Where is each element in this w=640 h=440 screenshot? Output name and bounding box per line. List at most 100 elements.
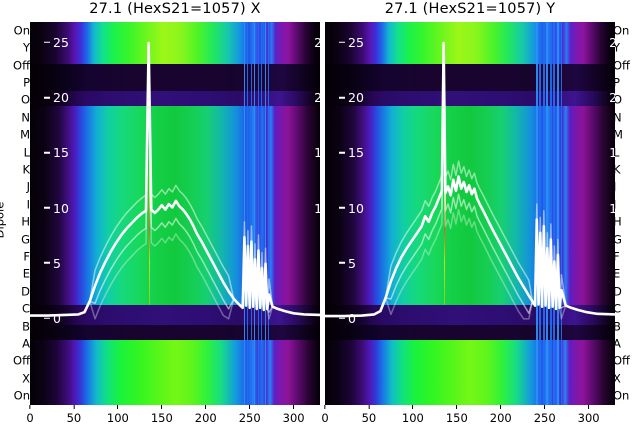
heatmap-streak-6 <box>557 22 559 405</box>
heatmap-streak-3 <box>546 22 548 405</box>
category-tick-left-14: E <box>22 266 30 281</box>
x-tick-label: 300 <box>282 411 305 425</box>
x-tick-label: 200 <box>194 411 217 425</box>
category-tick-left-16: C <box>21 301 30 316</box>
heatmap-streak-2 <box>250 22 253 405</box>
category-tick-right-16: C <box>613 301 622 316</box>
marker-line <box>443 106 446 306</box>
category-tick-right-19: Off <box>613 353 630 368</box>
x-tick-label: 250 <box>533 411 556 425</box>
heatmap-band-lower-bright <box>30 339 320 405</box>
x-tick-left-300: 300 <box>283 405 305 425</box>
category-tick-left-8: K <box>22 162 30 177</box>
x-tick-mark <box>117 405 119 409</box>
x-tick-left-150: 150 <box>151 405 173 425</box>
x-tick-mark <box>205 405 207 409</box>
x-axis-right: 0 50 100 150 200 250 300 <box>321 405 615 440</box>
x-tick-label: 0 <box>26 411 34 425</box>
x-tick-label: 300 <box>577 411 600 425</box>
heatmap-streak-4 <box>257 22 260 405</box>
x-tick-mark <box>293 405 295 409</box>
heatmap-streak-0 <box>243 22 246 405</box>
category-tick-right-6: M <box>613 127 623 142</box>
heatmap-band-upper-gap <box>325 64 615 91</box>
x-tick-label: 0 <box>321 411 329 425</box>
category-axis-left: On Y Off P O N M L K J I H G F E D C B A Off X On <box>0 22 30 405</box>
category-tick-left-3: P <box>23 75 30 90</box>
heatmap-streak-1 <box>539 22 541 405</box>
category-tick-right-17: B <box>613 318 621 333</box>
x-tick-left-50: 50 <box>66 405 82 425</box>
category-tick-left-11: H <box>21 214 30 229</box>
category-tick-right-0: On <box>613 22 630 37</box>
category-tick-left-21: On <box>13 388 30 403</box>
x-tick-label: 250 <box>238 411 261 425</box>
heatmap-streak-5 <box>553 22 555 405</box>
heatmap-band-lower-dim <box>325 305 615 325</box>
category-tick-left-19: Off <box>13 353 30 368</box>
category-tick-left-18: A <box>22 336 30 351</box>
category-tick-left-17: B <box>22 318 30 333</box>
heatmap-band-main-body <box>30 106 320 306</box>
category-tick-right-14: E <box>613 266 621 281</box>
category-tick-right-18: A <box>613 336 621 351</box>
category-tick-left-12: G <box>21 231 30 246</box>
heatmap-streak-3 <box>254 22 256 405</box>
x-tick-mark <box>412 405 414 409</box>
heatmap-panel-x[interactable]: 25201510502520151050 <box>30 22 320 405</box>
category-tick-right-21: On <box>613 388 630 403</box>
heatmap-streak-7 <box>560 22 562 405</box>
x-tick-right-150: 150 <box>446 405 468 425</box>
category-tick-right-20: X <box>613 371 621 386</box>
heatmap-band-lower-bright <box>325 339 615 405</box>
x-tick-mark <box>456 405 458 409</box>
x-tick-label: 100 <box>106 411 129 425</box>
heatmap-streak-4 <box>549 22 552 405</box>
x-tick-left-100: 100 <box>107 405 129 425</box>
x-tick-right-250: 250 <box>534 405 556 425</box>
x-tick-label: 50 <box>361 411 377 425</box>
panel-title-y: 27.1 (HexS21=1057) Y <box>384 1 556 17</box>
heatmap-band-upper-bright <box>325 22 615 65</box>
heatmap-band-upper-gap <box>30 64 320 91</box>
x-tick-mark <box>29 405 31 409</box>
x-tick-label: 50 <box>66 411 82 425</box>
x-tick-mark <box>588 405 590 409</box>
x-tick-left-250: 250 <box>239 405 261 425</box>
category-tick-left-6: M <box>20 127 30 142</box>
x-tick-right-0: 0 <box>321 405 329 425</box>
category-tick-right-2: Off <box>613 57 630 72</box>
x-tick-label: 150 <box>150 411 173 425</box>
x-tick-left-0: 0 <box>26 405 34 425</box>
category-tick-right-7: L <box>613 144 620 159</box>
category-tick-right-15: D <box>613 284 622 299</box>
heatmap-panel-y[interactable]: 25201510502520151050 <box>325 22 615 405</box>
category-tick-left-4: O <box>20 92 30 107</box>
category-tick-left-0: On <box>13 22 30 37</box>
category-tick-left-2: Off <box>13 57 30 72</box>
x-tick-mark <box>500 405 502 409</box>
marker-line <box>148 106 151 306</box>
overlay-trace <box>30 22 320 405</box>
x-tick-label: 150 <box>445 411 468 425</box>
heatmap-streak-1 <box>247 22 249 405</box>
x-axis-left: 0 50 100 150 200 250 300 <box>26 405 320 440</box>
x-tick-right-50: 50 <box>361 405 377 425</box>
category-tick-left-10: I <box>26 197 30 212</box>
heatmap-band-lower-gap <box>325 324 615 340</box>
x-tick-label: 200 <box>489 411 512 425</box>
category-tick-right-13: F <box>613 249 620 264</box>
category-tick-left-13: F <box>23 249 30 264</box>
x-tick-right-200: 200 <box>490 405 512 425</box>
category-tick-left-9: J <box>26 179 30 194</box>
category-tick-right-3: P <box>613 75 620 90</box>
x-tick-mark <box>161 405 163 409</box>
x-tick-mark <box>368 405 370 409</box>
category-tick-left-1: Y <box>22 40 30 55</box>
heatmap-streak-5 <box>261 22 263 405</box>
x-tick-right-100: 100 <box>402 405 424 425</box>
category-tick-left-5: N <box>21 110 30 124</box>
heatmap-streak-7 <box>268 22 270 405</box>
